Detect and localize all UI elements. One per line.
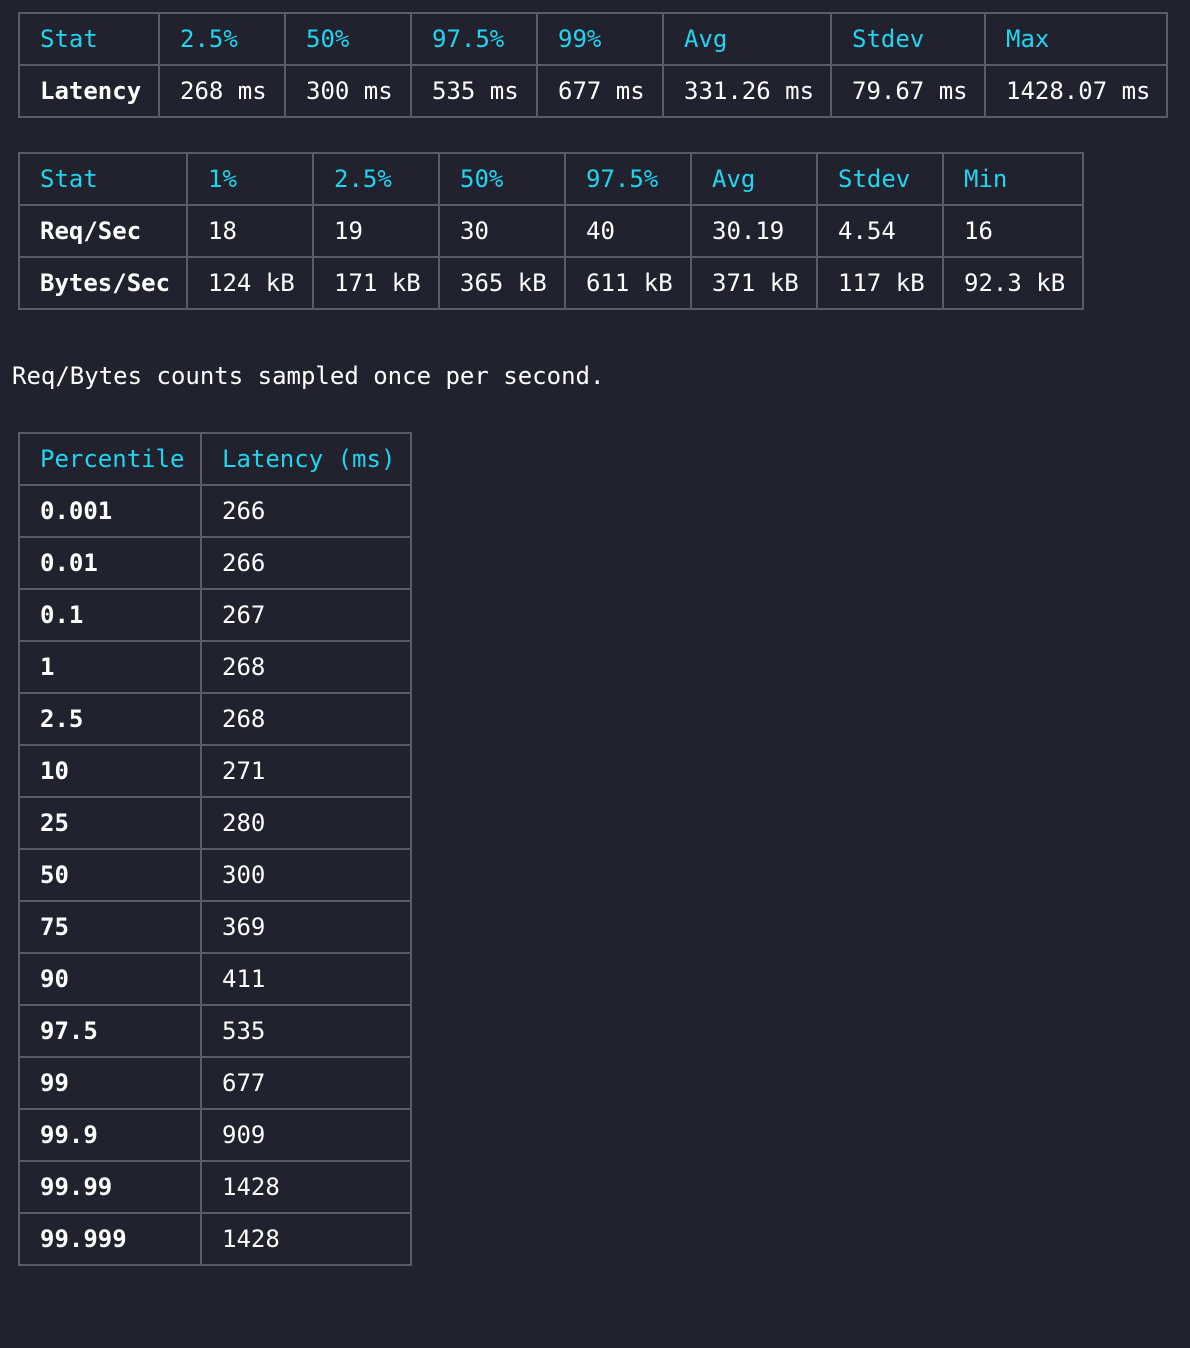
row-label: 1 — [18, 640, 202, 694]
column-header: Stdev — [830, 12, 986, 66]
row-label: 0.01 — [18, 536, 202, 590]
sampling-note: Req/Bytes counts sampled once per second… — [12, 362, 605, 390]
column-header: 50% — [438, 152, 566, 206]
table-cell: 909 — [200, 1108, 412, 1162]
table-cell: 611 kB — [564, 256, 692, 310]
table-cell: 371 kB — [690, 256, 818, 310]
row-label: Req/Sec — [18, 204, 188, 258]
column-header: Stat — [18, 12, 160, 66]
table-row: 90 411 — [18, 952, 412, 1006]
table-cell: 4.54 — [816, 204, 944, 258]
table-cell: 117 kB — [816, 256, 944, 310]
table-cell: 677 ms — [536, 64, 664, 118]
table-cell: 268 — [200, 640, 412, 694]
row-label: 0.001 — [18, 484, 202, 538]
table-row: 1 268 — [18, 640, 412, 694]
column-header: 97.5% — [564, 152, 692, 206]
row-label: 97.5 — [18, 1004, 202, 1058]
table-row: 99.999 1428 — [18, 1212, 412, 1266]
throughput-stats-table: Stat 1% 2.5% 50% 97.5% Avg Stdev Min Req/Sec 18 19… — [18, 152, 1084, 310]
table-cell: 40 — [564, 204, 692, 258]
table-cell: 1428 — [200, 1212, 412, 1266]
row-label: 50 — [18, 848, 202, 902]
column-header: 2.5% — [312, 152, 440, 206]
header-row: Percentile Latency (ms) — [18, 432, 412, 486]
header-row: Stat 1% 2.5% 50% 97.5% Avg Stdev Min — [18, 152, 1084, 206]
row-label: 90 — [18, 952, 202, 1006]
table-cell: 1428.07 ms — [984, 64, 1168, 118]
table-cell: 280 — [200, 796, 412, 850]
column-header: 50% — [284, 12, 412, 66]
row-label: Latency — [18, 64, 160, 118]
column-header: Stat — [18, 152, 188, 206]
row-label: 25 — [18, 796, 202, 850]
column-header: Max — [984, 12, 1168, 66]
table-row: 2.5 268 — [18, 692, 412, 746]
column-header: Min — [942, 152, 1084, 206]
table-cell: 535 ms — [410, 64, 538, 118]
table-row: 99 677 — [18, 1056, 412, 1110]
column-header: 99% — [536, 12, 664, 66]
column-header: Latency (ms) — [200, 432, 412, 486]
column-header: Avg — [662, 12, 832, 66]
table-cell: 266 — [200, 484, 412, 538]
table-cell: 268 ms — [158, 64, 286, 118]
table-row: 0.1 267 — [18, 588, 412, 642]
table-row: 0.01 266 — [18, 536, 412, 590]
table-cell: 171 kB — [312, 256, 440, 310]
table-row: 99.99 1428 — [18, 1160, 412, 1214]
table-cell: 30.19 — [690, 204, 818, 258]
table-row: Latency 268 ms 300 ms 535 ms 677 ms 331.26 ms… — [18, 64, 1168, 118]
row-label: 99.99 — [18, 1160, 202, 1214]
header-row: Stat 2.5% 50% 97.5% 99% Avg Stdev Max — [18, 12, 1168, 66]
table-cell: 411 — [200, 952, 412, 1006]
table-cell: 266 — [200, 536, 412, 590]
table-cell: 369 — [200, 900, 412, 954]
latency-stats-table: Stat 2.5% 50% 97.5% 99% Avg Stdev Max Latency 268… — [18, 12, 1168, 118]
row-label: 2.5 — [18, 692, 202, 746]
table-cell: 18 — [186, 204, 314, 258]
table-cell: 124 kB — [186, 256, 314, 310]
column-header: 97.5% — [410, 12, 538, 66]
percentile-latency-table: Percentile Latency (ms) 0.001 266 0.01 266 0.1… — [18, 432, 412, 1266]
row-label: 0.1 — [18, 588, 202, 642]
row-label: 99.999 — [18, 1212, 202, 1266]
table-row: 0.001 266 — [18, 484, 412, 538]
table-cell: 300 — [200, 848, 412, 902]
table-cell: 535 — [200, 1004, 412, 1058]
table-row: Req/Sec 18 19 30 40 30.19 4.54 16 — [18, 204, 1084, 258]
table-row: 75 369 — [18, 900, 412, 954]
table-cell: 92.3 kB — [942, 256, 1084, 310]
table-cell: 79.67 ms — [830, 64, 986, 118]
row-label: 10 — [18, 744, 202, 798]
table-row: 99.9 909 — [18, 1108, 412, 1162]
column-header: Avg — [690, 152, 818, 206]
table-row: Bytes/Sec 124 kB 171 kB 365 kB 611 kB 371 kB 1… — [18, 256, 1084, 310]
row-label: 75 — [18, 900, 202, 954]
row-label: 99.9 — [18, 1108, 202, 1162]
table-cell: 365 kB — [438, 256, 566, 310]
table-row: 10 271 — [18, 744, 412, 798]
column-header: 1% — [186, 152, 314, 206]
table-cell: 19 — [312, 204, 440, 258]
table-cell: 271 — [200, 744, 412, 798]
row-label: 99 — [18, 1056, 202, 1110]
column-header: Percentile — [18, 432, 202, 486]
table-cell: 677 — [200, 1056, 412, 1110]
column-header: Stdev — [816, 152, 944, 206]
table-row: 97.5 535 — [18, 1004, 412, 1058]
table-cell: 16 — [942, 204, 1084, 258]
table-cell: 300 ms — [284, 64, 412, 118]
table-cell: 267 — [200, 588, 412, 642]
table-cell: 268 — [200, 692, 412, 746]
table-row: 25 280 — [18, 796, 412, 850]
table-cell: 331.26 ms — [662, 64, 832, 118]
column-header: 2.5% — [158, 12, 286, 66]
table-row: 50 300 — [18, 848, 412, 902]
table-cell: 1428 — [200, 1160, 412, 1214]
row-label: Bytes/Sec — [18, 256, 188, 310]
table-cell: 30 — [438, 204, 566, 258]
